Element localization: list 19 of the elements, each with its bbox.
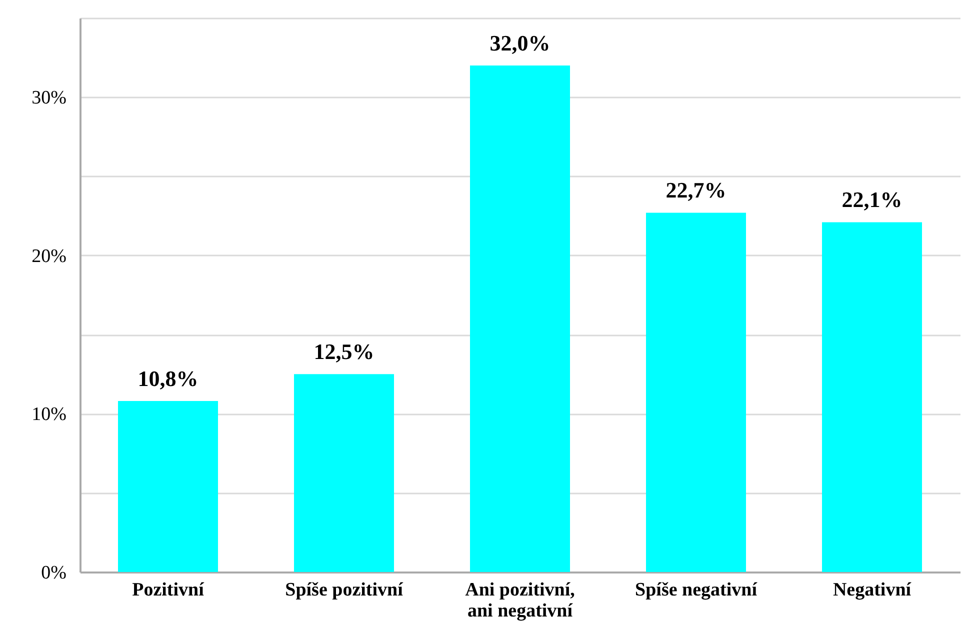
- x-tick-label: Pozitivní: [132, 580, 205, 600]
- bar: [646, 212, 746, 572]
- bar: [470, 65, 570, 572]
- bar: [118, 401, 218, 572]
- y-tick-label: 0%: [41, 562, 67, 584]
- y-tick-label: 10%: [32, 404, 67, 426]
- bar: [294, 374, 394, 572]
- data-label: 22,7%: [666, 178, 726, 203]
- y-tick-label: 30%: [32, 88, 67, 109]
- x-tick-label: Spíše pozitivní: [285, 580, 404, 600]
- y-tick-label: 20%: [32, 246, 67, 267]
- data-label: 12,5%: [314, 339, 374, 364]
- data-label: 32,0%: [490, 30, 550, 56]
- bar: [822, 222, 922, 572]
- x-tick-label: Spíše negativní: [635, 580, 758, 600]
- data-label: 22,1%: [842, 187, 902, 212]
- x-tick-label: Negativní: [832, 580, 912, 600]
- data-label: 10,8%: [138, 366, 198, 392]
- x-tick-label: Ani pozitivní, ani negativní: [465, 580, 576, 622]
